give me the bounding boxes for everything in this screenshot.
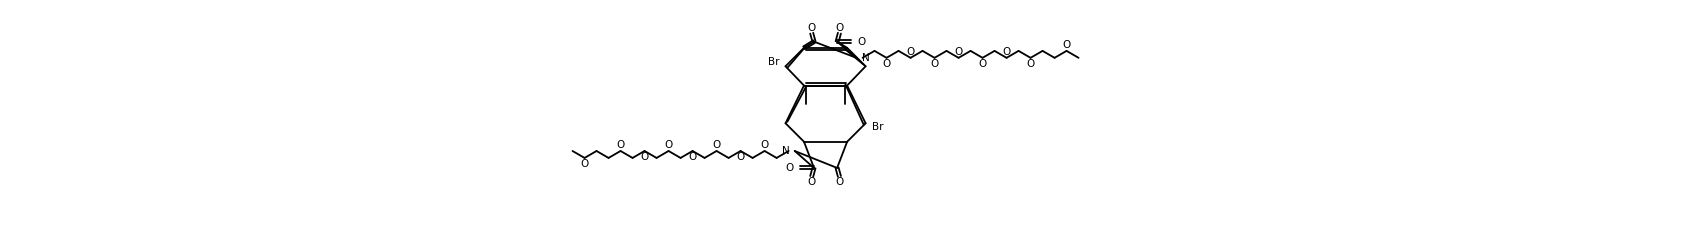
Text: O: O (760, 140, 769, 150)
Text: N: N (782, 146, 789, 156)
Text: O: O (617, 140, 625, 150)
Text: Br: Br (769, 57, 779, 67)
Text: O: O (835, 23, 843, 33)
Text: N: N (862, 53, 869, 63)
Text: O: O (688, 152, 697, 162)
Text: O: O (736, 152, 745, 162)
Text: O: O (1063, 40, 1070, 50)
Text: O: O (808, 23, 816, 33)
Text: O: O (835, 177, 843, 187)
Text: Br: Br (872, 122, 883, 132)
Text: O: O (907, 47, 915, 57)
Text: O: O (1026, 59, 1034, 69)
Text: O: O (786, 163, 794, 173)
Text: O: O (712, 140, 721, 150)
Text: O: O (641, 152, 649, 162)
Text: O: O (857, 37, 866, 47)
Text: O: O (665, 140, 673, 150)
Text: O: O (954, 47, 963, 57)
Text: O: O (930, 59, 939, 69)
Text: O: O (581, 159, 588, 169)
Text: O: O (1002, 47, 1010, 57)
Text: O: O (883, 59, 891, 69)
Text: O: O (978, 59, 987, 69)
Text: O: O (808, 177, 816, 187)
